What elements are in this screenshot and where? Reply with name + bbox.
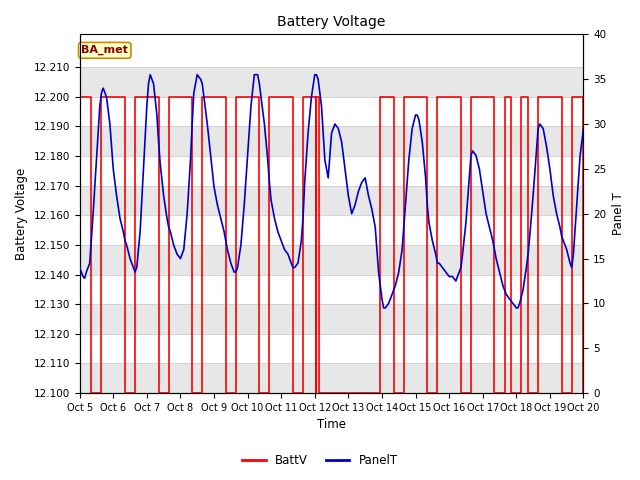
Bar [79,67,584,96]
Title: Battery Voltage: Battery Voltage [277,15,386,29]
Text: BA_met: BA_met [81,45,128,56]
X-axis label: Time: Time [317,419,346,432]
Y-axis label: Panel T: Panel T [612,192,625,235]
Bar [79,304,584,334]
Bar [79,363,584,393]
Y-axis label: Battery Voltage: Battery Voltage [15,168,28,260]
Legend: BattV, PanelT: BattV, PanelT [237,449,403,472]
Bar [79,245,584,275]
Bar [79,186,584,215]
Bar [79,126,584,156]
